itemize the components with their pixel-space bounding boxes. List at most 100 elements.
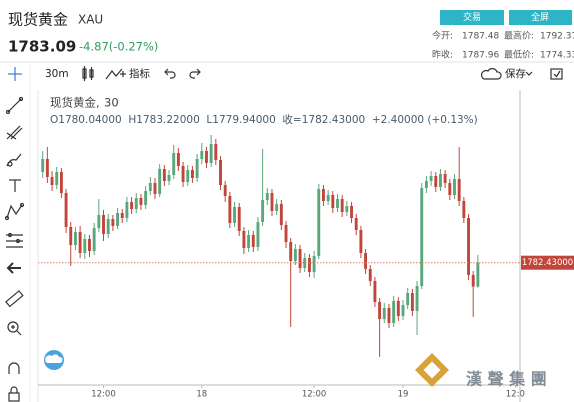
candle-body: [303, 258, 307, 268]
candle-body: [368, 269, 372, 281]
save-button[interactable]: 保存: [505, 67, 526, 80]
prediction-tool[interactable]: [6, 232, 23, 248]
candle-body: [125, 202, 129, 218]
interval-button[interactable]: 30m: [45, 68, 69, 80]
candle-body: [373, 281, 377, 302]
price-change: -4.87(-0.27%): [79, 40, 158, 54]
instrument-name: 现货黄金: [8, 11, 68, 29]
chart-type-icon[interactable]: [82, 66, 94, 81]
candle-body: [97, 215, 101, 228]
last-price-label: 1782.43000: [522, 258, 573, 268]
candle-body: [181, 166, 185, 182]
candle-body: [387, 308, 391, 323]
legend-ohlc: O1780.04000 H1783.22000 L1779.94000 收=17…: [50, 113, 478, 126]
candle-body: [345, 206, 349, 212]
candle-body: [92, 228, 96, 251]
candle-body: [130, 202, 134, 209]
crosshair-tool[interactable]: [8, 67, 22, 81]
stat-label: 昨收:: [432, 49, 453, 61]
indicator-icon[interactable]: [105, 68, 126, 80]
magnet-tool[interactable]: [8, 362, 20, 374]
cloud-icon[interactable]: [480, 68, 502, 80]
candle-body: [340, 199, 344, 212]
stat-value: 1774.33: [540, 51, 574, 61]
candle-body: [205, 151, 208, 163]
x-tick-label: 18: [196, 390, 207, 400]
candle-body: [336, 199, 339, 208]
candle-body: [88, 239, 91, 251]
trade-button[interactable]: [440, 10, 504, 25]
candle-body: [144, 191, 148, 205]
candle-body: [237, 207, 241, 231]
candle-body: [186, 170, 190, 182]
instrument-symbol: XAU: [78, 13, 103, 27]
candle-body: [83, 239, 87, 253]
last-price: 1783.09: [8, 38, 76, 56]
left-toolbar: [4, 67, 25, 402]
text-tool[interactable]: [9, 179, 21, 192]
candle-body: [45, 159, 49, 177]
candle-body: [420, 188, 424, 286]
stat-value: 1787.48: [462, 32, 499, 42]
candle-body: [219, 160, 222, 185]
candle-body: [41, 159, 45, 172]
candle-body: [275, 204, 279, 211]
candle-body: [438, 174, 442, 187]
x-tick-label: 19: [398, 390, 409, 400]
save-dropdown[interactable]: [525, 71, 533, 76]
candle-body: [106, 219, 110, 234]
candle-body: [415, 286, 419, 311]
x-tick-label: 12:00: [302, 390, 327, 400]
snapshot-icon[interactable]: [550, 68, 563, 80]
trade-button-label[interactable]: 交易: [463, 11, 481, 23]
trendline-tool[interactable]: [5, 96, 24, 115]
candle-body: [392, 301, 396, 323]
candle-body: [242, 231, 246, 248]
candle-body: [64, 193, 68, 227]
candle-body: [382, 308, 386, 319]
brush-tool[interactable]: [6, 153, 22, 167]
legend-interval: 30: [104, 96, 119, 110]
watermark-logo: [415, 353, 449, 387]
candle-body: [326, 195, 330, 201]
x-tick-label: 12:00: [91, 390, 116, 400]
candle-body: [354, 218, 358, 230]
candle-body: [406, 293, 410, 305]
candle-body: [462, 201, 466, 218]
ruler-tool[interactable]: [5, 290, 24, 308]
candle-body: [176, 153, 180, 166]
candle-body: [401, 305, 405, 316]
fullscreen-button-label[interactable]: 全屏: [531, 11, 549, 23]
candle-body: [429, 176, 433, 181]
fullscreen-button[interactable]: [509, 10, 572, 25]
candle-body: [148, 183, 152, 191]
candle-body: [120, 213, 124, 218]
candle-body: [331, 195, 335, 208]
watermark-cloud: [44, 350, 64, 370]
candle-body: [233, 207, 236, 223]
candle-body: [453, 179, 456, 195]
zoom-tool[interactable]: [7, 321, 22, 336]
candle-body: [424, 181, 428, 188]
indicator-button[interactable]: 指标: [129, 67, 150, 80]
x-tick-label: 12:0: [506, 390, 525, 400]
pattern-tool[interactable]: [4, 202, 25, 221]
stat-value: 1792.37: [540, 32, 574, 42]
fib-tool[interactable]: [6, 125, 23, 140]
candle-body: [410, 293, 414, 311]
candle-body: [467, 218, 470, 275]
candle-body: [322, 189, 325, 201]
candle-body: [223, 185, 227, 196]
candle-body: [378, 302, 382, 319]
candle-body: [434, 176, 438, 187]
candle-body: [139, 198, 143, 205]
candle-body: [247, 235, 251, 248]
candle-body: [317, 189, 321, 256]
redo-icon[interactable]: [189, 68, 201, 79]
stat-label: 今开:: [432, 30, 453, 42]
back-tool[interactable]: [6, 262, 21, 274]
lock-tool[interactable]: [8, 386, 20, 402]
undo-icon[interactable]: [164, 68, 176, 79]
candle-body: [448, 183, 452, 195]
